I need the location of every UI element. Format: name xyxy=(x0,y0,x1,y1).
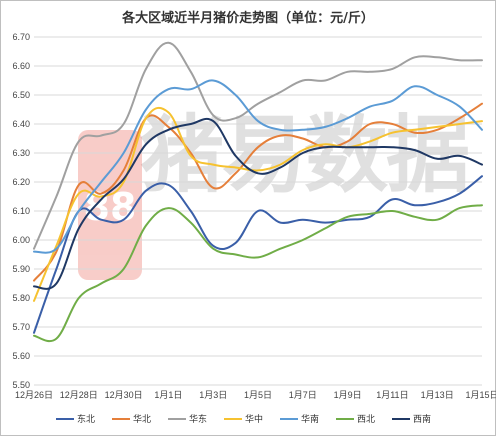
y-tick-label: 5.80 xyxy=(12,293,30,303)
legend-label: 西北 xyxy=(357,414,375,425)
y-tick-label: 6.50 xyxy=(12,90,30,100)
x-tick-label: 12月26日 xyxy=(15,390,53,400)
series-line-西北 xyxy=(33,204,483,343)
y-tick-label: 6.60 xyxy=(12,61,30,71)
y-tick-label: 5.70 xyxy=(12,322,30,332)
x-tick-label: 1月11日 xyxy=(376,390,408,400)
y-tick-label: 5.50 xyxy=(12,380,30,390)
x-tick-label: 1月1日 xyxy=(154,390,182,400)
legend-label: 华北 xyxy=(133,413,151,425)
x-tick-label: 1月7日 xyxy=(289,390,317,400)
legend-label: 华中 xyxy=(245,413,263,425)
x-tick-label: 1月3日 xyxy=(199,390,227,400)
y-tick-label: 6.40 xyxy=(12,119,30,129)
y-tick-label: 6.30 xyxy=(12,148,30,158)
series-line-华东 xyxy=(33,41,483,250)
y-tick-label: 5.60 xyxy=(12,351,30,361)
series-line-东北 xyxy=(33,175,483,334)
legend-label: 华南 xyxy=(301,413,319,425)
x-tick-label: 12月30日 xyxy=(105,390,143,400)
y-tick-label: 5.90 xyxy=(12,264,30,274)
legend-label: 西南 xyxy=(413,413,431,425)
y-tick-label: 6.10 xyxy=(12,206,30,216)
y-tick-label: 6.20 xyxy=(12,177,30,187)
y-tick-label: 6.70 xyxy=(12,32,30,42)
series-line-西南 xyxy=(33,117,483,290)
y-tick-label: 6.00 xyxy=(12,235,30,245)
legend-label: 东北 xyxy=(77,413,95,425)
x-tick-label: 1月9日 xyxy=(334,390,362,400)
x-tick-label: 1月15日 xyxy=(465,390,496,400)
series-line-华中 xyxy=(33,106,483,302)
chart-title: 各大区域近半月猪价走势图（单位：元/斤） xyxy=(122,11,374,26)
series-line-华南 xyxy=(33,79,483,254)
x-tick-label: 12月28日 xyxy=(60,390,98,400)
x-tick-label: 1月5日 xyxy=(244,390,272,400)
legend-label: 华东 xyxy=(189,413,207,425)
x-tick-label: 1月13日 xyxy=(421,390,454,400)
